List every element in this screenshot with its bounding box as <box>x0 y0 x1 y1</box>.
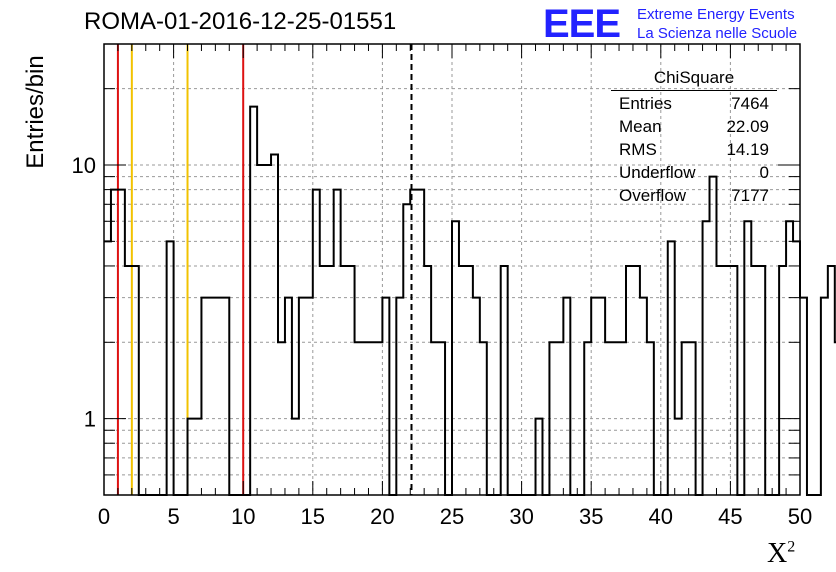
logo-line-1: Extreme Energy Events <box>637 6 795 23</box>
y-axis-label: Entries/bin <box>22 55 49 169</box>
x-axis-label-symbol: X <box>767 538 788 569</box>
x-tick-label: 40 <box>649 504 673 529</box>
stats-row: Underflow 0 <box>611 161 777 184</box>
stats-title: ChiSquare <box>611 68 777 91</box>
stats-label: RMS <box>619 140 657 159</box>
logo-line-2: La Scienza nelle Scuole <box>637 25 798 42</box>
x-tick-label: 15 <box>301 504 325 529</box>
stats-label: Entries <box>619 94 672 113</box>
stats-value: 7177 <box>731 186 769 205</box>
stats-label: Underflow <box>619 163 696 182</box>
stats-box: ChiSquare Entries 7464 Mean 22.09 RMS 14.19… <box>611 68 777 207</box>
y-tick-label: 1 <box>84 407 96 432</box>
x-tick-label: 10 <box>231 504 255 529</box>
stats-row: Mean 22.09 <box>611 115 777 138</box>
x-tick-label: 25 <box>440 504 464 529</box>
x-tick-label: 0 <box>98 504 110 529</box>
x-tick-label: 20 <box>370 504 394 529</box>
stats-value: 7464 <box>731 94 769 113</box>
stats-value: 22.09 <box>726 117 769 136</box>
x-tick-label: 50 <box>788 504 812 529</box>
axis-ticks <box>103 43 801 496</box>
y-tick-label: 10 <box>72 153 96 178</box>
axis-tick-labels: 0 5 10 15 20 25 30 35 40 45 50 1 10 <box>72 153 813 529</box>
histogram-series <box>104 105 836 496</box>
stats-row: Entries 7464 <box>611 92 777 115</box>
stats-row: Overflow 7177 <box>611 184 777 207</box>
x-tick-label: 5 <box>167 504 179 529</box>
x-tick-label: 30 <box>509 504 533 529</box>
eee-logo: EEE <box>543 2 621 46</box>
x-axis-label: X2 <box>767 538 795 570</box>
chart-title: ROMA-01-2016-12-25-01551 <box>84 8 397 35</box>
marker-lines <box>116 44 413 495</box>
stats-label: Mean <box>619 117 662 136</box>
stats-label: Overflow <box>619 186 687 205</box>
stats-value: 0 <box>759 163 769 182</box>
stats-value: 14.19 <box>726 140 769 159</box>
x-tick-label: 45 <box>718 504 742 529</box>
x-axis-label-exponent: 2 <box>787 538 796 556</box>
stats-row: RMS 14.19 <box>611 138 777 161</box>
x-tick-label: 35 <box>579 504 603 529</box>
